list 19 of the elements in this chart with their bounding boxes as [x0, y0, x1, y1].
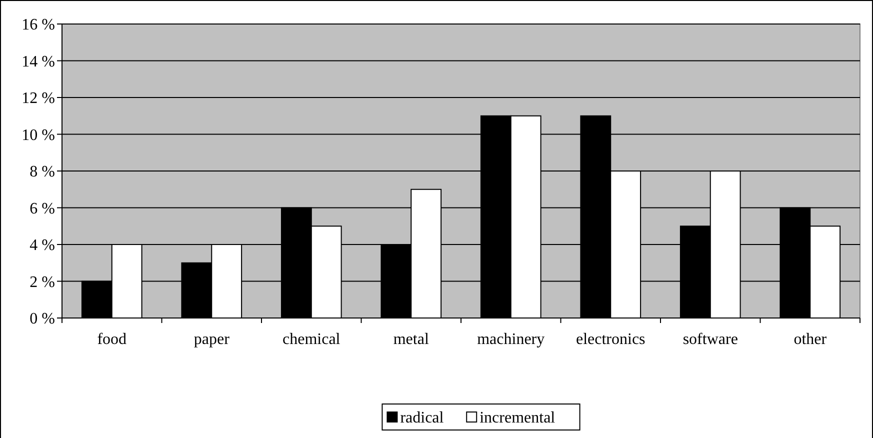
y-tick-label: 12 % [22, 90, 55, 108]
y-tick-label: 4 % [30, 237, 55, 254]
y-tick-label: 14 % [22, 53, 55, 70]
legend-label: incremental [480, 410, 556, 427]
legend-label: radical [400, 410, 444, 427]
y-tick-label: 8 % [30, 164, 55, 181]
x-tick-label: software [682, 331, 738, 348]
y-tick-label: 6 % [30, 200, 55, 218]
y-tick-label: 10 % [22, 126, 55, 144]
x-tick-label: machinery [477, 331, 545, 348]
x-tick-label: chemical [282, 331, 341, 348]
y-tick-label: 2 % [30, 274, 55, 291]
x-tick-label: paper [194, 331, 230, 348]
y-tick-label: 16 % [22, 16, 55, 34]
x-tick-label: other [794, 331, 828, 348]
x-tick-label: electronics [576, 331, 646, 348]
x-tick-label: metal [393, 331, 430, 348]
x-tick-label: food [97, 331, 127, 348]
y-tick-label: 0 % [30, 310, 55, 328]
